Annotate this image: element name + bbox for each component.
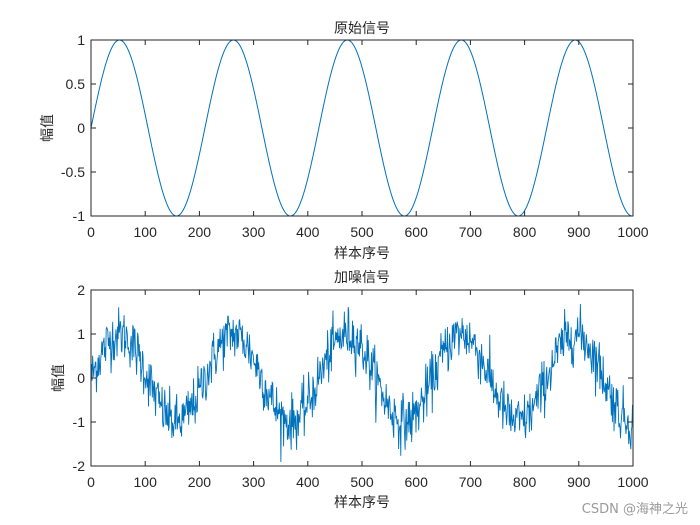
x-tick-label: 500 — [350, 224, 374, 240]
bottom-xlabel: 样本序号 — [334, 495, 390, 511]
top-ylabel: 幅值 — [40, 114, 56, 142]
bottom-axes-noisy-signal: 0 100 200 300 400 500 600 700 800 900 1000 -2 -1 0 1 2 — [73, 282, 649, 490]
x-tick-label: 100 — [134, 224, 158, 240]
x-tick-label: 1000 — [617, 224, 648, 240]
y-tick-label: 0 — [77, 120, 85, 136]
y-tick-label: -1 — [73, 414, 86, 430]
x-tick-label: 200 — [188, 474, 212, 490]
signal-line — [90, 303, 634, 463]
bottom-ylabel: 幅值 — [51, 364, 67, 392]
x-tick-label: 500 — [350, 474, 374, 490]
x-tick-label: 300 — [242, 224, 266, 240]
top-title: 原始信号 — [334, 21, 390, 37]
x-tick-label: 600 — [405, 224, 429, 240]
y-tick-label: 2 — [77, 282, 85, 298]
y-tick-label: 0.5 — [66, 76, 86, 92]
y-tick-label: 1 — [77, 326, 85, 342]
y-tick-label: 1 — [77, 32, 85, 48]
x-tick-label: 400 — [296, 474, 320, 490]
top-axes-original-signal: 0 100 200 300 400 500 600 700 800 900 1000 -1 -0.5 0 0… — [61, 32, 649, 240]
x-tick-label: 800 — [513, 474, 537, 490]
watermark: CSDN @海神之光 — [581, 502, 688, 517]
y-tick-label: -2 — [73, 458, 86, 474]
x-tick-label: 1000 — [617, 474, 648, 490]
x-tick-label: 0 — [87, 224, 95, 240]
y-tick-label: 0 — [77, 370, 85, 386]
x-tick-label: 900 — [567, 224, 591, 240]
x-tick-label: 0 — [87, 474, 95, 490]
x-tick-label: 900 — [567, 474, 591, 490]
x-tick-label: 400 — [296, 224, 320, 240]
x-tick-label: 700 — [459, 474, 483, 490]
x-tick-label: 200 — [188, 224, 212, 240]
x-tick-label: 700 — [459, 224, 483, 240]
top-xlabel: 样本序号 — [334, 246, 390, 262]
bottom-title: 加噪信号 — [334, 270, 390, 286]
y-tick-label: -0.5 — [61, 164, 85, 180]
signal-line — [90, 39, 634, 217]
y-tick-label: -1 — [73, 208, 86, 224]
x-tick-label: 100 — [134, 474, 158, 490]
x-tick-label: 300 — [242, 474, 266, 490]
x-tick-label: 800 — [513, 224, 537, 240]
x-tick-label: 600 — [405, 474, 429, 490]
